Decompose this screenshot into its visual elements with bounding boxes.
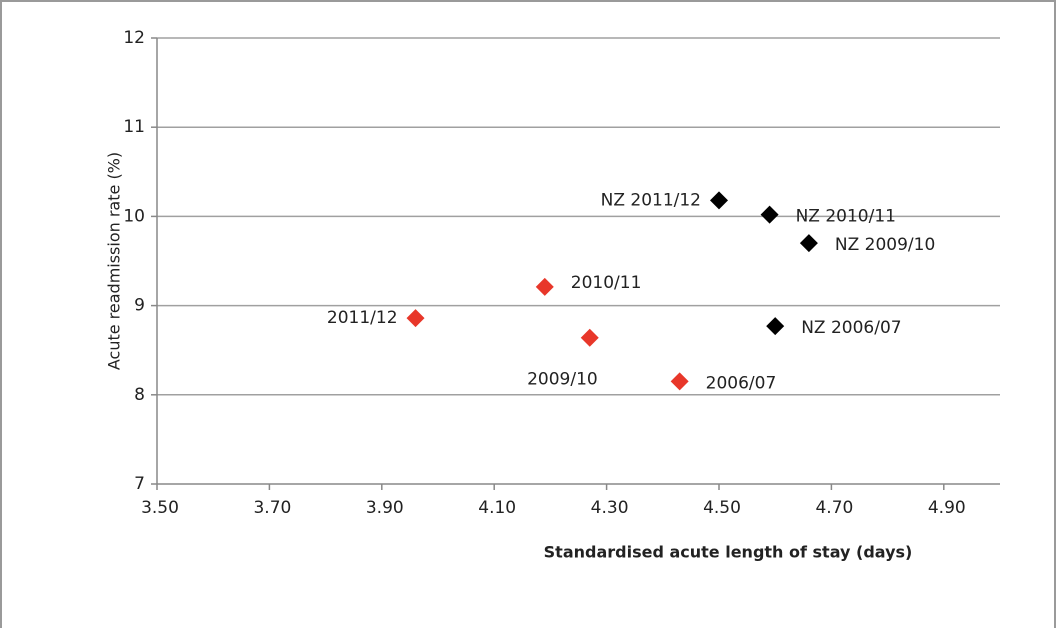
y-tick-label: 10 <box>123 206 145 226</box>
x-axis-title: Standardised acute length of stay (days) <box>544 543 913 562</box>
y-tick-label: 8 <box>134 385 145 405</box>
x-tick-label: 3.50 <box>141 498 179 518</box>
point-label: 2011/12 <box>327 308 398 328</box>
x-tick-label: 4.90 <box>928 498 966 518</box>
y-axis-title: Acute readmission rate (%) <box>105 152 124 370</box>
point <box>799 234 818 253</box>
y-tick-label: 11 <box>123 117 145 137</box>
point-label: NZ 2009/10 <box>835 235 935 255</box>
y-tick-label: 7 <box>134 474 145 494</box>
x-tick-label: 4.10 <box>478 498 516 518</box>
x-tick-label: 4.30 <box>591 498 629 518</box>
point-label: NZ 2006/07 <box>801 318 901 338</box>
x-tick-label: 3.90 <box>366 498 404 518</box>
point <box>760 205 779 224</box>
point <box>535 277 554 296</box>
point-label: 2010/11 <box>571 273 642 293</box>
point-label: 2009/10 <box>527 370 598 390</box>
point-label: NZ 2010/11 <box>796 207 896 227</box>
point-label: 2006/07 <box>706 373 777 393</box>
point <box>406 309 425 328</box>
point <box>766 317 785 336</box>
x-tick-label: 4.70 <box>815 498 853 518</box>
y-tick-label: 12 <box>123 28 145 48</box>
x-tick-label: 3.70 <box>253 498 291 518</box>
point <box>670 372 689 391</box>
point <box>710 191 728 210</box>
point <box>580 328 599 347</box>
y-tick-label: 9 <box>134 296 145 316</box>
x-tick-label: 4.50 <box>703 498 741 518</box>
point-label: NZ 2011/12 <box>601 190 701 210</box>
